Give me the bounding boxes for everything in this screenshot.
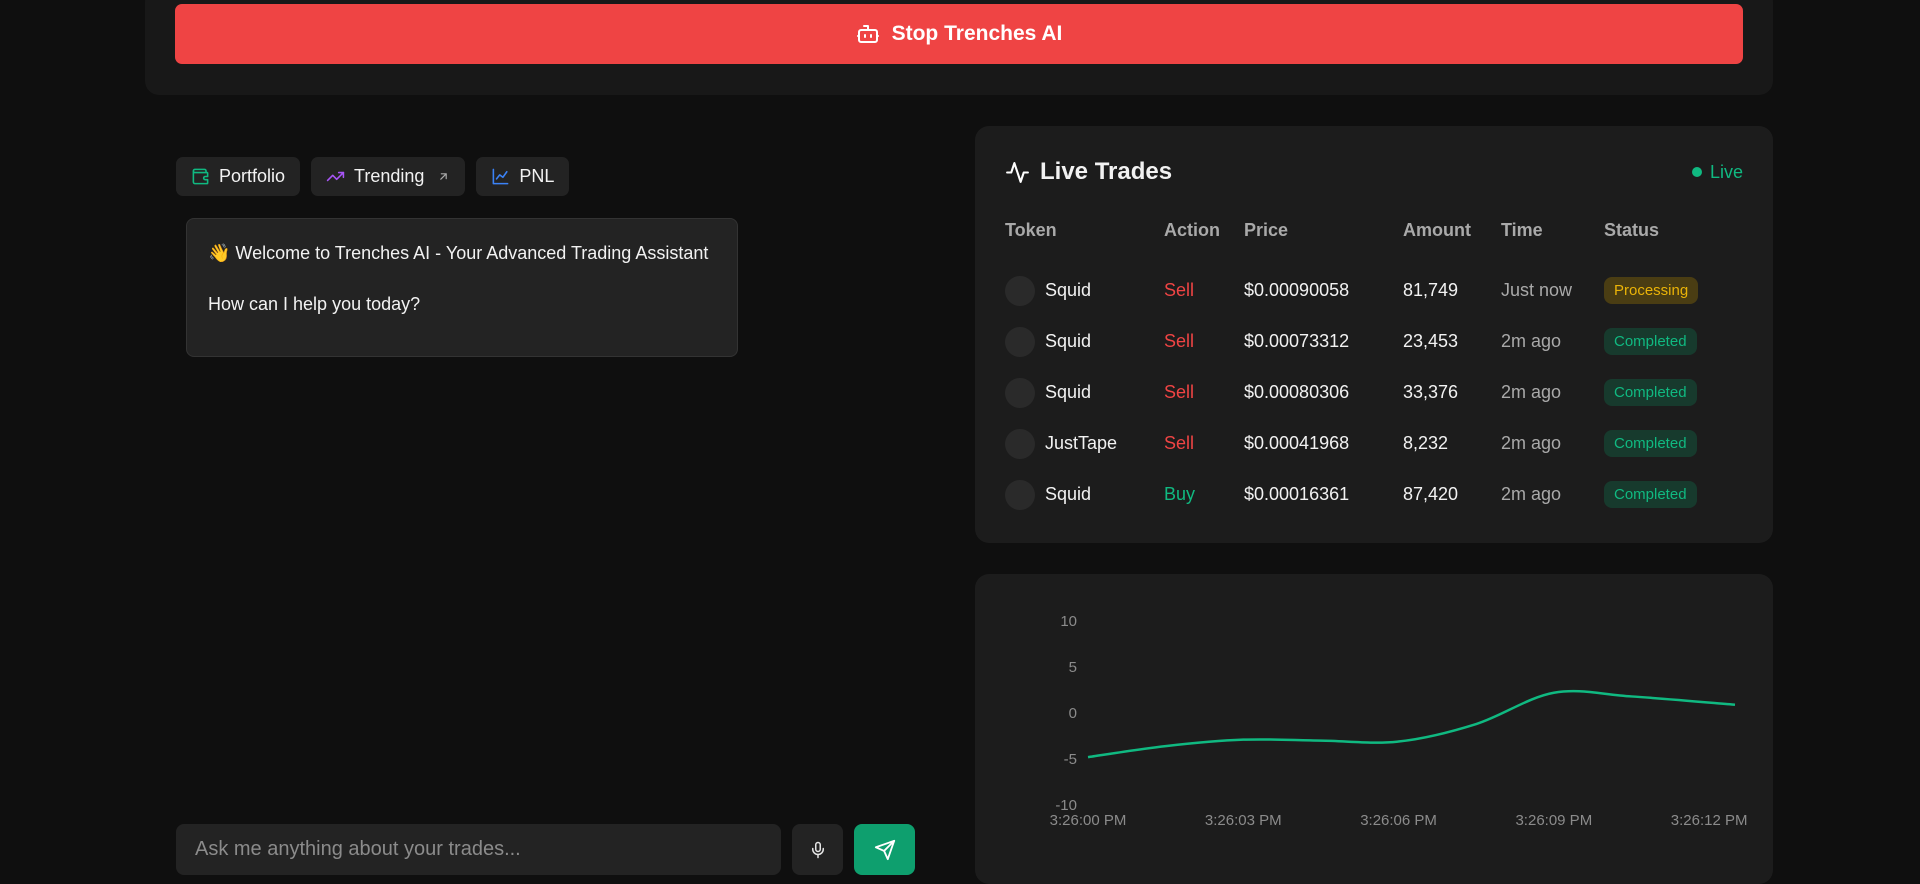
y-tick-label: -10	[1055, 797, 1077, 814]
x-tick-label: 3:26:12 PM	[1671, 812, 1748, 829]
token-name: Squid	[1045, 331, 1092, 351]
live-label: Live	[1709, 161, 1743, 182]
live-trades-card: Live Trades Live Token Action Price Amou…	[975, 126, 1773, 543]
x-tick-label: 3:26:00 PM	[1050, 812, 1127, 829]
column-header-time: Time	[1501, 219, 1543, 240]
column-header-action: Action	[1164, 219, 1220, 240]
stop-button-label: Stop Trenches AI	[891, 22, 1063, 45]
tab-pnl-label: PNL	[519, 166, 555, 186]
x-tick-label: 3:26:03 PM	[1205, 812, 1282, 829]
y-tick-label: -5	[1064, 751, 1077, 768]
token-avatar	[1005, 479, 1035, 510]
tab-pnl[interactable]: PNL	[476, 157, 570, 196]
help-prompt-text: How can I help you today?	[208, 294, 421, 314]
status-badge: Completed	[1604, 379, 1697, 406]
tab-portfolio[interactable]: Portfolio	[176, 157, 301, 196]
live-trades-header: Live Trades Live	[1005, 158, 1743, 186]
y-tick-label: 10	[1060, 613, 1077, 630]
send-button[interactable]	[854, 824, 915, 875]
trade-action: Sell	[1164, 382, 1195, 402]
quick-tabs: Portfolio Trending PNL	[176, 157, 570, 196]
token-avatar	[1005, 428, 1035, 459]
x-tick-label: 3:26:09 PM	[1515, 812, 1592, 829]
trade-amount: 23,453	[1403, 331, 1459, 351]
column-header-status: Status	[1604, 219, 1660, 240]
token-name: Squid	[1045, 280, 1092, 300]
live-trades-title: Live Trades	[1005, 158, 1172, 186]
robot-icon	[856, 25, 879, 43]
arrow-up-right-icon	[440, 173, 448, 180]
column-header-token: Token	[1005, 219, 1057, 240]
wallet-icon	[192, 168, 209, 185]
trade-action: Sell	[1164, 331, 1195, 351]
status-badge: Completed	[1604, 328, 1697, 355]
y-tick-label: 0	[1069, 705, 1077, 722]
live-trades-title-text: Live Trades	[1040, 158, 1173, 185]
token-name: JustTape	[1045, 433, 1118, 453]
trending-up-icon	[326, 171, 345, 182]
trade-time: 2m ago	[1501, 382, 1562, 402]
trade-amount: 87,420	[1403, 484, 1459, 504]
trade-time: 2m ago	[1501, 433, 1562, 453]
send-icon	[874, 839, 895, 860]
table-header-row: Token Action Price Amount Time Status	[1005, 215, 1745, 245]
trade-price: $0.00090058	[1244, 280, 1350, 300]
live-indicator: Live	[1691, 161, 1743, 183]
table-row: Squid Buy $0.00016361 87,420 2m ago Comp…	[1005, 469, 1745, 520]
table-row: Squid Sell $0.00073312 23,453 2m ago Com…	[1005, 316, 1745, 367]
token-avatar	[1005, 326, 1035, 357]
pnl-chart-card: 10 5 0 -5 -10 3:26:00 PM 3:26:03 PM 3:26:06 PM 3…	[975, 574, 1773, 884]
y-tick-label: 5	[1069, 659, 1077, 676]
trade-price: $0.00080306	[1244, 382, 1350, 402]
trade-amount: 33,376	[1403, 382, 1459, 402]
trade-time: 2m ago	[1501, 331, 1562, 351]
token-avatar	[1005, 377, 1035, 408]
assistant-message: 👋 Welcome to Trenches AI - Your Advanced…	[186, 218, 738, 357]
column-header-price: Price	[1244, 219, 1289, 240]
stop-trenches-ai-button[interactable]: Stop Trenches AI	[175, 4, 1743, 64]
trade-amount: 8,232	[1403, 433, 1449, 453]
table-row: JustTape Sell $0.00041968 8,232 2m ago C…	[1005, 418, 1745, 469]
status-badge: Completed	[1604, 430, 1697, 457]
trade-action: Buy	[1164, 484, 1196, 504]
line-chart-icon	[493, 168, 509, 185]
token-name: Squid	[1045, 484, 1092, 504]
control-panel: Stop Trenches AI	[145, 0, 1773, 95]
trade-time: Just now	[1501, 280, 1573, 300]
tab-trending[interactable]: Trending	[311, 157, 466, 196]
chat-input-row	[176, 824, 915, 875]
table-row: Squid Sell $0.00080306 33,376 2m ago Com…	[1005, 367, 1745, 418]
token-name: Squid	[1045, 382, 1092, 402]
trade-action: Sell	[1164, 280, 1195, 300]
trade-price: $0.00073312	[1244, 331, 1350, 351]
pnl-series-line	[1087, 689, 1736, 759]
tab-trending-label: Trending	[354, 166, 425, 186]
trade-action: Sell	[1164, 433, 1195, 453]
tab-portfolio-label: Portfolio	[219, 166, 286, 186]
trade-amount: 81,749	[1403, 280, 1459, 300]
x-tick-label: 3:26:06 PM	[1360, 812, 1437, 829]
trade-price: $0.00041968	[1244, 433, 1350, 453]
trade-price: $0.00016361	[1244, 484, 1350, 504]
trade-time: 2m ago	[1501, 484, 1562, 504]
token-avatar	[1005, 275, 1035, 306]
pnl-line-chart: 10 5 0 -5 -103:26:00 PM 3:26:03 PM 3:26:06 PM 3…	[1050, 613, 1748, 829]
live-dot-icon	[1691, 167, 1702, 177]
status-badge: Completed	[1604, 481, 1697, 508]
welcome-text: 👋 Welcome to Trenches AI - Your Advanced…	[208, 243, 709, 263]
trades-table: Token Action Price Amount Time Status Sq…	[1005, 215, 1745, 520]
mic-button[interactable]	[792, 824, 843, 875]
status-badge: Processing	[1604, 277, 1699, 304]
chat-input[interactable]	[176, 824, 781, 875]
activity-icon	[1006, 161, 1029, 183]
column-header-amount: Amount	[1403, 219, 1471, 240]
microphone-icon	[811, 841, 824, 858]
table-row: Squid Sell $0.00090058 81,749 Just now P…	[1005, 245, 1745, 316]
